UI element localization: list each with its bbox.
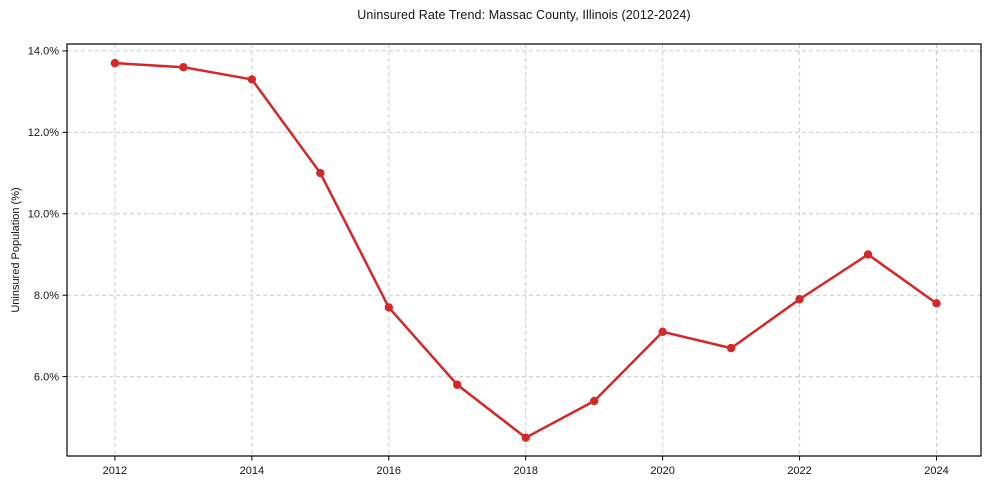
y-axis-label: Uninsured Population (%) [10,187,22,313]
data-point-marker [521,433,530,442]
data-point-marker [658,327,667,337]
y-tick-label: 8.0% [34,290,59,302]
y-tick-label: 10.0% [28,209,59,221]
x-tick-label: 2012 [103,465,127,477]
x-tick-label: 2016 [377,465,401,477]
data-point-marker [384,303,393,312]
data-point-marker [863,250,873,259]
chart-title: Uninsured Rate Trend: Massac County, Ill… [357,8,691,22]
axes-box [66,43,982,457]
x-tick-label: 2014 [240,465,264,477]
data-point-marker [932,299,941,308]
x-tick-label: 2024 [924,465,948,477]
x-tick-label: 2020 [650,465,674,477]
data-point-marker [247,75,257,84]
x-tick-label: 2022 [787,465,811,477]
data-point-marker [589,396,599,406]
data-point-marker [179,63,188,72]
data-point-marker [726,343,736,353]
y-tick-label: 6.0% [34,371,59,383]
x-tick-label: 2018 [513,465,537,477]
data-point-marker [795,295,804,304]
y-tick-label: 12.0% [28,127,59,139]
data-point-marker [316,168,325,178]
y-tick-label: 14.0% [28,46,59,58]
data-point-marker [110,58,120,68]
data-point-marker [453,380,462,389]
